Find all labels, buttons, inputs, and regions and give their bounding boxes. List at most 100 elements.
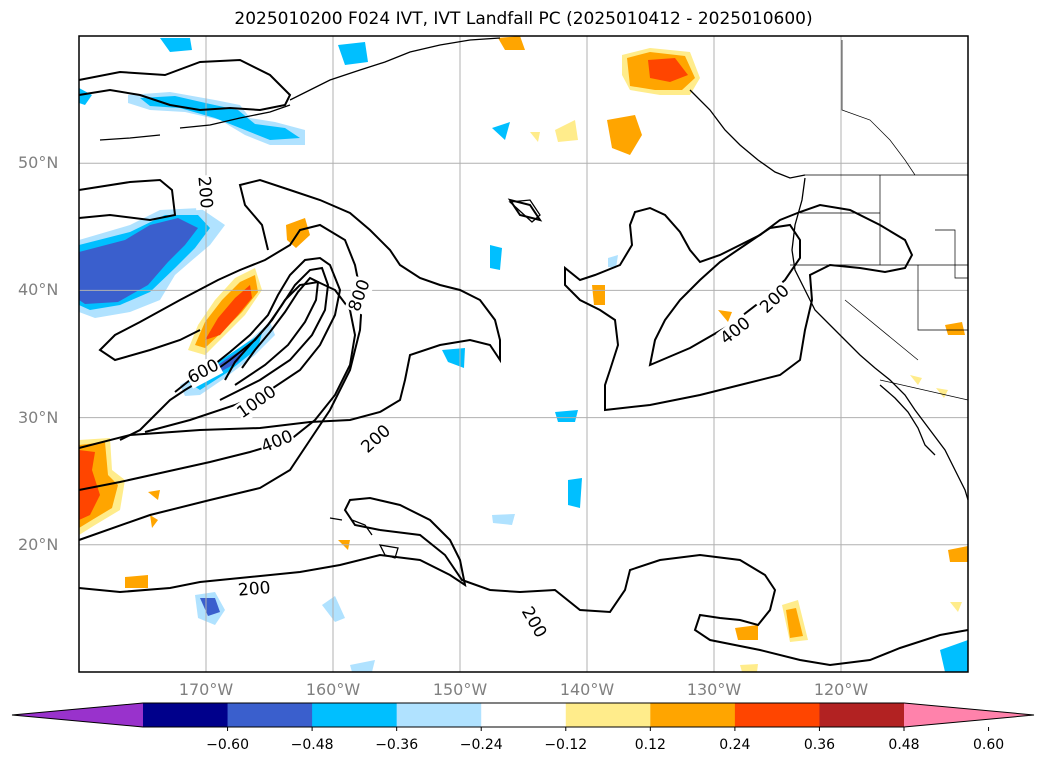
colorbar <box>11 702 1035 731</box>
negative-anomaly-region <box>568 478 582 508</box>
positive-anomaly-region <box>592 285 605 305</box>
ivt-800-contour <box>219 266 330 401</box>
colorbar-extend-low <box>12 703 143 727</box>
svg-text:400: 400 <box>717 313 755 349</box>
ivt-200-contour <box>78 223 364 541</box>
ivt-contours <box>78 58 969 667</box>
positive-anomaly-region <box>205 285 252 340</box>
colorbar-segment <box>396 703 482 727</box>
ivt-200-contour <box>78 178 177 222</box>
longitude-tick-label: 170°W <box>178 680 234 699</box>
ivt-200-contour <box>78 178 501 449</box>
negative-anomaly-region <box>608 255 618 268</box>
shading-layer <box>79 36 968 672</box>
colorbar-segment <box>312 703 398 727</box>
negative-anomaly-region <box>350 660 375 672</box>
longitude-tick-label: 120°W <box>813 680 869 699</box>
contour-label: 200 <box>356 420 396 459</box>
latitude-tick-label: 20°N <box>18 534 59 554</box>
colorbar-segment <box>819 703 905 727</box>
svg-text:200: 200 <box>237 578 271 601</box>
contour-label: 200 <box>755 280 795 319</box>
colorbar-tick-label: −0.36 <box>375 737 419 753</box>
ivt-200-contour <box>78 58 292 112</box>
latitude-tick-label: 40°N <box>18 280 59 300</box>
map-title: 2025010200 F024 IVT, IVT Landfall PC (20… <box>234 9 813 29</box>
positive-anomaly-region <box>936 388 948 398</box>
longitude-tick-label: 130°W <box>686 680 742 699</box>
alaska-canada-border <box>841 40 916 176</box>
positive-anomaly-region <box>740 664 758 672</box>
colorbar-segment <box>143 703 229 727</box>
colorbar-tick-label: −0.12 <box>544 737 588 753</box>
positive-anomaly-region <box>150 515 158 528</box>
negative-anomaly-region <box>442 348 465 368</box>
baja-california-coastline <box>879 384 936 456</box>
positive-anomaly-region <box>148 490 160 500</box>
contour-label: 800 <box>344 276 375 315</box>
latitude-tick-label: 30°N <box>18 407 59 427</box>
colorbar-segment <box>734 703 820 727</box>
border-layer <box>790 40 969 401</box>
ivt-200-contour <box>379 529 969 667</box>
positive-anomaly-region <box>125 575 148 588</box>
contour-label: 200 <box>236 577 273 601</box>
british-columbia-coastline <box>689 89 806 179</box>
negative-anomaly-region <box>160 38 192 52</box>
positive-anomaly-region <box>530 132 540 142</box>
negative-anomaly-region <box>940 640 968 672</box>
positive-anomaly-region <box>555 120 578 142</box>
svg-text:200: 200 <box>193 175 216 209</box>
colorbar-segment <box>481 703 567 727</box>
contour-label: 200 <box>193 174 217 211</box>
latitude-tick-label: 50°N <box>18 153 59 173</box>
longitude-tick-label: 160°W <box>305 680 361 699</box>
colorbar-outline <box>11 702 1035 728</box>
colorbar-tick-label: 0.24 <box>719 737 751 753</box>
negative-anomaly-region <box>490 245 502 270</box>
map-frame <box>78 35 969 673</box>
longitude-tick-label: 140°W <box>559 680 615 699</box>
svg-text:200: 200 <box>517 603 551 641</box>
negative-anomaly-region <box>200 598 220 616</box>
svg-text:400: 400 <box>258 426 296 457</box>
colorbar-segment <box>565 703 651 727</box>
colorbar-segment <box>650 703 736 727</box>
alaska-coastline <box>289 37 501 101</box>
colorbar-tick-label: 0.12 <box>634 737 666 753</box>
negative-anomaly-region <box>492 514 515 525</box>
svg-text:800: 800 <box>345 277 375 314</box>
longitude-tick-label: 150°W <box>432 680 488 699</box>
gridlines <box>79 36 968 672</box>
negative-anomaly-region <box>338 42 368 65</box>
negative-anomaly-region <box>79 218 198 304</box>
colorbar-segment <box>227 703 313 727</box>
ivt-200-contour <box>507 198 543 222</box>
svg-text:200: 200 <box>357 421 395 458</box>
positive-anomaly-region <box>950 602 962 612</box>
colorbar-tick-label: −0.60 <box>206 737 249 753</box>
positive-anomaly-region <box>735 625 758 640</box>
ivt-400-contour <box>648 223 801 367</box>
ivt-1000-contour <box>234 276 320 386</box>
positive-anomaly-region <box>945 322 965 335</box>
ivt-200-contour <box>78 496 467 594</box>
colorbar-tick-label: −0.48 <box>290 737 334 753</box>
positive-anomaly-region <box>498 36 525 50</box>
north-america-west-coastline <box>791 177 969 501</box>
negative-anomaly-region <box>492 122 510 140</box>
positive-anomaly-region <box>910 375 922 385</box>
positive-anomaly-region <box>948 546 968 562</box>
aleutian-islands <box>99 104 291 141</box>
positive-anomaly-region <box>607 115 642 155</box>
colorbar-tick-label: 0.60 <box>972 737 1005 753</box>
positive-anomaly-region <box>718 310 732 322</box>
contour-label: 1000 <box>233 381 281 424</box>
positive-anomaly-region <box>786 608 803 638</box>
colorbar-tick-label: 0.48 <box>888 737 920 753</box>
state-borders <box>790 175 969 401</box>
svg-text:200: 200 <box>756 281 793 318</box>
contour-label: 400 <box>257 426 297 458</box>
